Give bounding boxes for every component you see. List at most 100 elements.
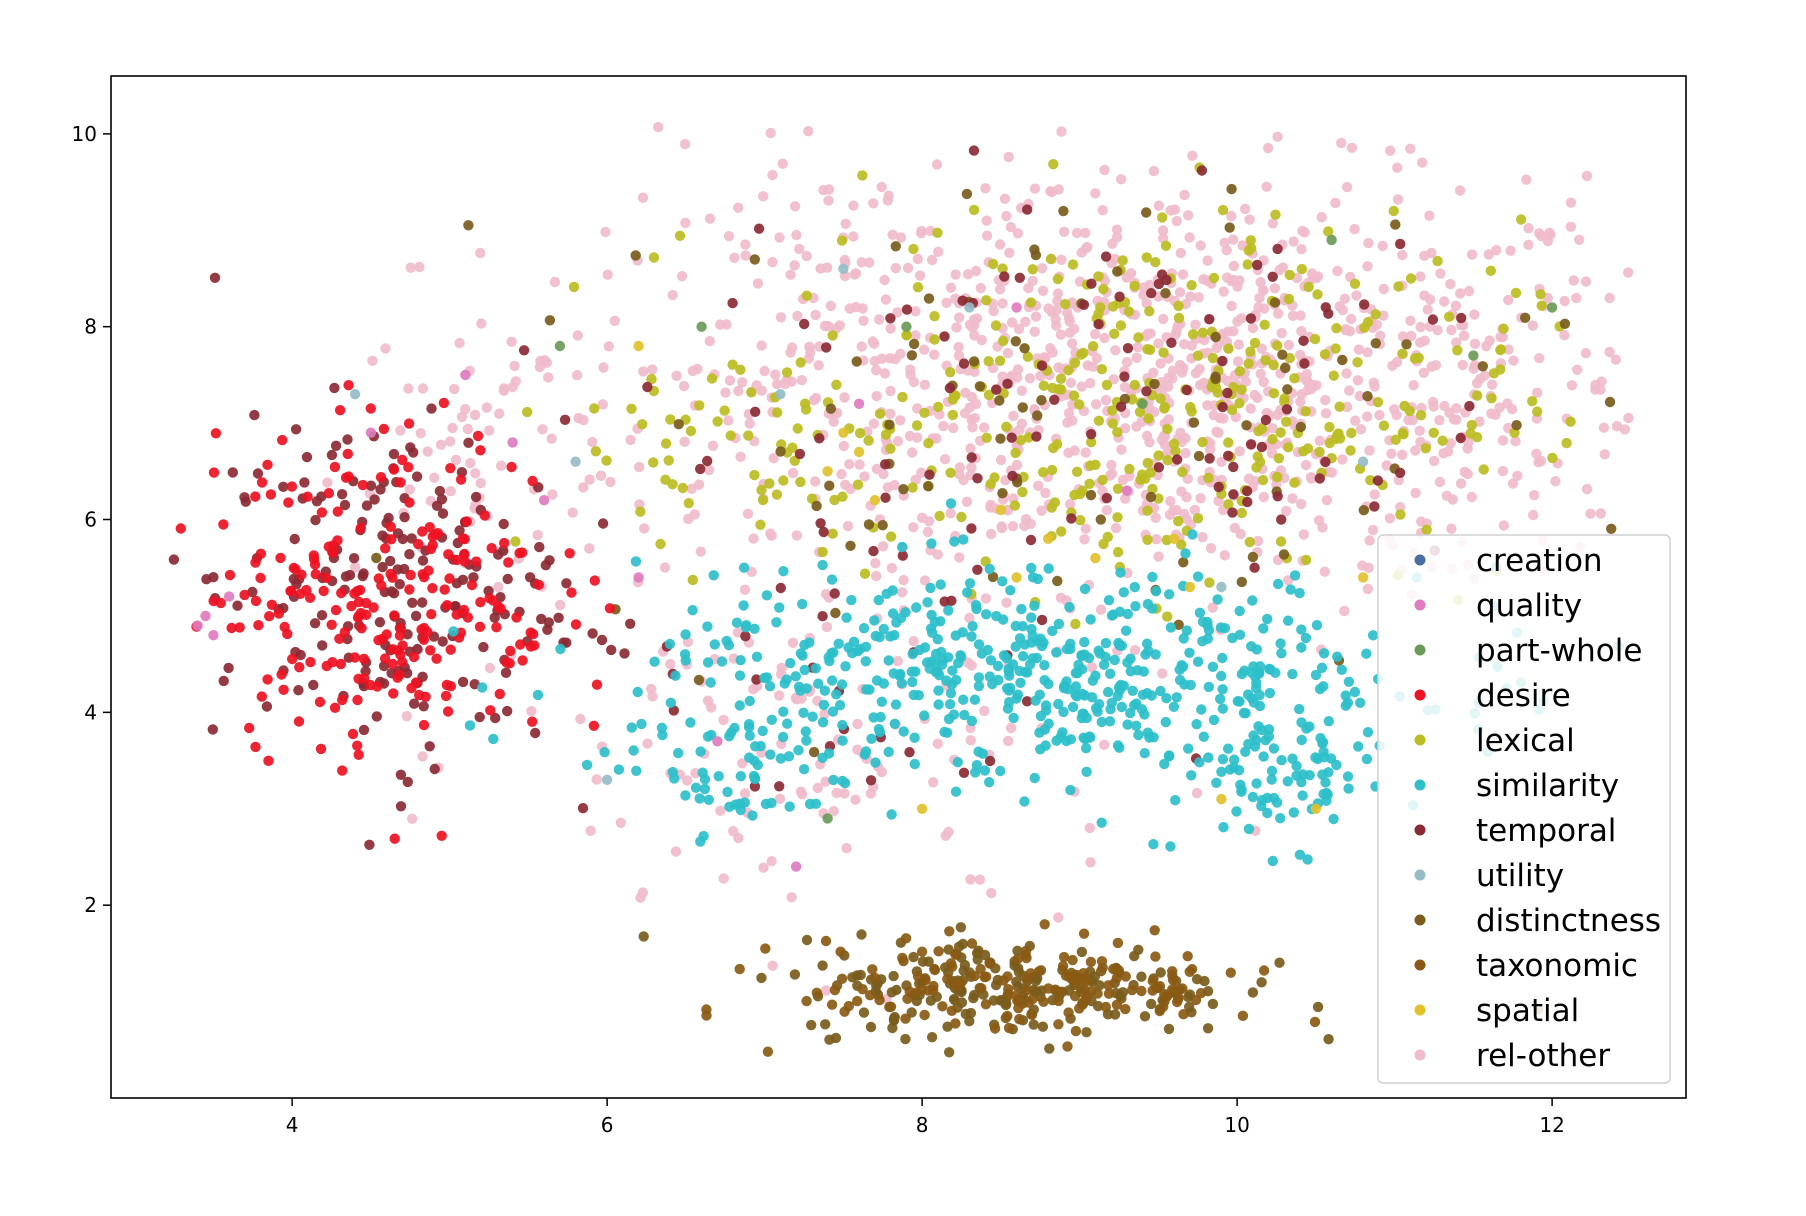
scatter-point-temporal	[402, 668, 413, 679]
scatter-point-taxonomic	[945, 958, 957, 969]
scatter-point-similarity	[922, 597, 933, 608]
scatter-point-temporal	[293, 685, 304, 696]
scatter-point-lexical	[1185, 401, 1196, 413]
scatter-point-similarity	[800, 726, 811, 737]
scatter-point-lexical	[1037, 467, 1049, 478]
scatter-point-rel-other	[1052, 288, 1064, 299]
scatter-point-desire	[358, 653, 370, 664]
scatter-point-rel-other	[1198, 274, 1209, 285]
scatter-point-similarity	[790, 671, 801, 682]
scatter-point-temporal	[1245, 313, 1257, 324]
legend-marker-taxonomic	[1414, 959, 1426, 971]
scatter-point-similarity	[929, 616, 941, 628]
scatter-point-lexical	[1275, 536, 1287, 547]
scatter-point-taxonomic	[1039, 919, 1050, 930]
scatter-point-taxonomic	[1112, 937, 1124, 949]
scatter-point-rel-other	[975, 282, 986, 294]
scatter-point-temporal	[1093, 319, 1104, 330]
legend-label-temporal: temporal	[1476, 813, 1616, 849]
scatter-point-similarity	[1222, 743, 1234, 754]
scatter-point-similarity	[1194, 607, 1206, 618]
scatter-point-desire	[376, 580, 387, 591]
scatter-point-rel-other	[1337, 304, 1349, 316]
scatter-point-rel-other	[1381, 460, 1393, 471]
scatter-point-similarity	[1276, 648, 1287, 659]
scatter-point-distinctness	[964, 1016, 975, 1027]
scatter-point-similarity	[1116, 640, 1128, 651]
scatter-point-part-whole	[901, 321, 912, 332]
scatter-point-lexical	[1421, 524, 1432, 535]
scatter-point-rel-other	[746, 566, 757, 577]
scatter-point-taxonomic	[953, 979, 964, 991]
scatter-point-temporal	[290, 424, 302, 435]
scatter-point-distinctness	[955, 922, 967, 933]
scatter-point-lexical	[1362, 316, 1374, 328]
scatter-point-lexical	[1388, 205, 1399, 217]
scatter-point-quality	[460, 369, 471, 381]
scatter-point-similarity	[464, 720, 476, 731]
scatter-point-lexical	[1535, 289, 1546, 300]
scatter-point-lexical	[1001, 421, 1012, 432]
scatter-point-lexical	[911, 420, 923, 431]
scatter-point-rel-other	[756, 340, 767, 351]
scatter-point-distinctness	[1370, 338, 1382, 349]
scatter-point-rel-other	[1320, 408, 1332, 419]
scatter-point-distinctness	[1202, 1023, 1214, 1034]
scatter-point-similarity	[613, 764, 625, 775]
scatter-point-distinctness	[1160, 288, 1171, 299]
scatter-point-rel-other	[1550, 476, 1561, 487]
scatter-point-temporal	[946, 595, 957, 606]
scatter-point-distinctness	[1019, 343, 1030, 354]
scatter-point-rel-other	[481, 402, 492, 413]
scatter-point-rel-other	[943, 826, 954, 838]
scatter-point-distinctness	[1274, 957, 1285, 968]
scatter-point-similarity	[1361, 753, 1373, 765]
scatter-point-rel-other	[603, 341, 614, 352]
scatter-point-similarity	[945, 688, 957, 699]
scatter-point-distinctness	[817, 960, 828, 971]
scatter-point-rel-other	[744, 418, 755, 429]
scatter-point-similarity	[1125, 707, 1136, 719]
scatter-point-similarity	[1093, 645, 1104, 656]
scatter-point-taxonomic	[820, 935, 832, 947]
scatter-point-rel-other	[844, 459, 855, 470]
scatter-point-rel-other	[1442, 446, 1454, 457]
scatter-point-rel-other	[1036, 263, 1048, 274]
scatter-point-temporal	[310, 514, 321, 526]
scatter-point-rel-other	[1205, 438, 1216, 449]
scatter-point-temporal	[695, 463, 706, 475]
scatter-point-desire	[479, 510, 490, 521]
scatter-point-temporal	[597, 518, 609, 529]
scatter-point-similarity	[1026, 562, 1037, 574]
scatter-point-lexical	[1162, 455, 1173, 466]
scatter-point-lexical	[997, 335, 1009, 347]
scatter-point-rel-other	[1397, 249, 1408, 261]
scatter-point-rel-other	[1158, 313, 1169, 325]
scatter-point-similarity	[1001, 653, 1012, 664]
scatter-point-quality	[790, 861, 802, 872]
scatter-point-desire	[314, 696, 326, 708]
scatter-point-taxonomic	[1079, 984, 1090, 995]
scatter-point-rel-other	[526, 705, 537, 717]
scatter-point-rel-other	[858, 315, 869, 326]
scatter-point-lexical	[956, 511, 967, 523]
scatter-point-similarity	[810, 798, 822, 809]
scatter-point-similarity	[1289, 570, 1301, 581]
scatter-point-desire	[395, 649, 406, 660]
scatter-point-similarity	[1187, 529, 1198, 540]
scatter-point-taxonomic	[1309, 1016, 1321, 1028]
scatter-point-similarity	[1015, 677, 1026, 688]
scatter-point-taxonomic	[885, 1001, 897, 1012]
scatter-point-desire	[525, 641, 536, 652]
scatter-point-lexical	[1206, 381, 1217, 393]
scatter-point-distinctness	[1119, 393, 1131, 405]
scatter-point-similarity	[860, 746, 872, 757]
scatter-point-rel-other	[895, 348, 906, 359]
scatter-point-lexical	[601, 455, 612, 466]
scatter-point-rel-other	[1306, 383, 1317, 395]
scatter-point-rel-other	[953, 350, 965, 361]
scatter-point-rel-other	[986, 887, 997, 899]
scatter-point-rel-other	[1363, 562, 1374, 573]
scatter-point-rel-other	[1351, 290, 1362, 301]
scatter-point-rel-other	[1378, 283, 1390, 295]
